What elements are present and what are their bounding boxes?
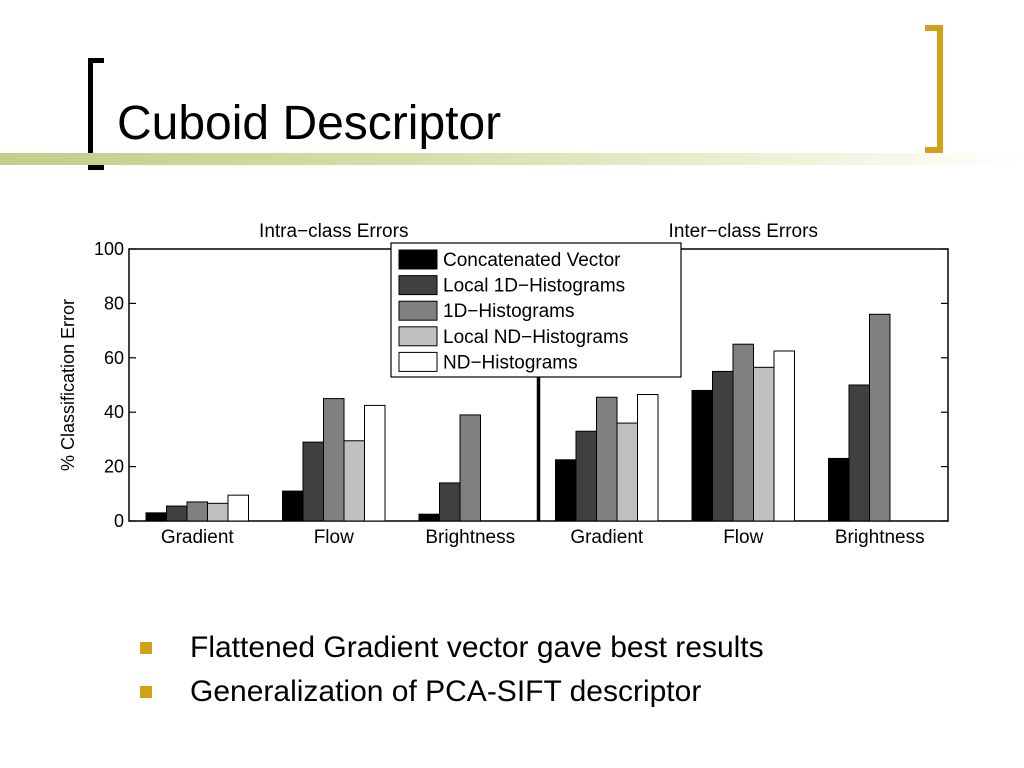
bar [207,502,229,522]
bar [166,505,188,522]
legend-entry: ND−Histograms [443,352,578,373]
y-tick-label: 100 [94,239,124,259]
bar [323,398,345,522]
bullet-item: Generalization of PCA-SIFT descriptor [140,670,764,714]
legend-swatch [398,351,438,372]
title-bracket-left [88,58,104,170]
y-axis-label: % Classification Error [58,299,78,471]
bar [637,394,659,522]
bar [753,366,775,522]
bullet-text: Generalization of PCA-SIFT descriptor [190,675,702,708]
bullet-list: Flattened Gradient vector gave best resu… [140,626,764,714]
panel-title-intra: Intra−class Errors [259,221,408,242]
y-tick-label: 60 [104,348,124,368]
bar [596,396,618,522]
legend-swatch [398,249,438,270]
y-tick-label: 20 [104,457,124,477]
legend-entry: Concatenated Vector [443,250,621,271]
bar [575,430,597,522]
bar [691,389,713,522]
slide-title: Cuboid Descriptor [117,97,502,150]
legend-swatch [398,300,438,321]
panel-title-inter: Inter−class Errors [669,221,818,242]
square-bullet-icon [140,686,152,698]
bar [848,384,870,522]
bullet-text: Flattened Gradient vector gave best resu… [190,631,764,664]
bar [302,441,324,522]
bar [145,512,167,522]
x-tick-label: Gradient [570,527,644,548]
x-tick-label: Gradient [161,527,235,548]
title-bracket-right [925,25,943,153]
legend-swatch [398,275,438,296]
bar [616,422,638,522]
y-tick-label: 40 [104,402,124,422]
bar [418,513,440,522]
legend-swatch [398,326,438,347]
square-bullet-icon [140,642,152,654]
bar [186,501,208,522]
bar [828,457,850,522]
bar [282,490,304,522]
bar [439,482,461,522]
legend-entry: 1D−Histograms [443,301,574,322]
legend-box [390,242,682,378]
x-tick-label: Flow [723,527,763,548]
title-underline-bar [0,153,1024,165]
x-tick-label: Brightness [425,527,515,548]
bar [459,414,481,522]
legend-entry: Local ND−Histograms [443,327,628,348]
bullet-item: Flattened Gradient vector gave best resu… [140,626,764,670]
bar [227,494,249,522]
bar [343,440,365,522]
bar [364,404,386,522]
y-tick-label: 0 [114,511,124,531]
x-tick-label: Brightness [835,527,925,548]
x-tick-label: Flow [314,527,354,548]
bar [773,350,795,522]
bar [555,459,577,522]
bar [869,313,891,522]
legend-entry: Local 1D−Histograms [443,276,625,297]
bar [732,343,754,522]
bar [712,370,734,522]
y-tick-label: 80 [104,293,124,313]
